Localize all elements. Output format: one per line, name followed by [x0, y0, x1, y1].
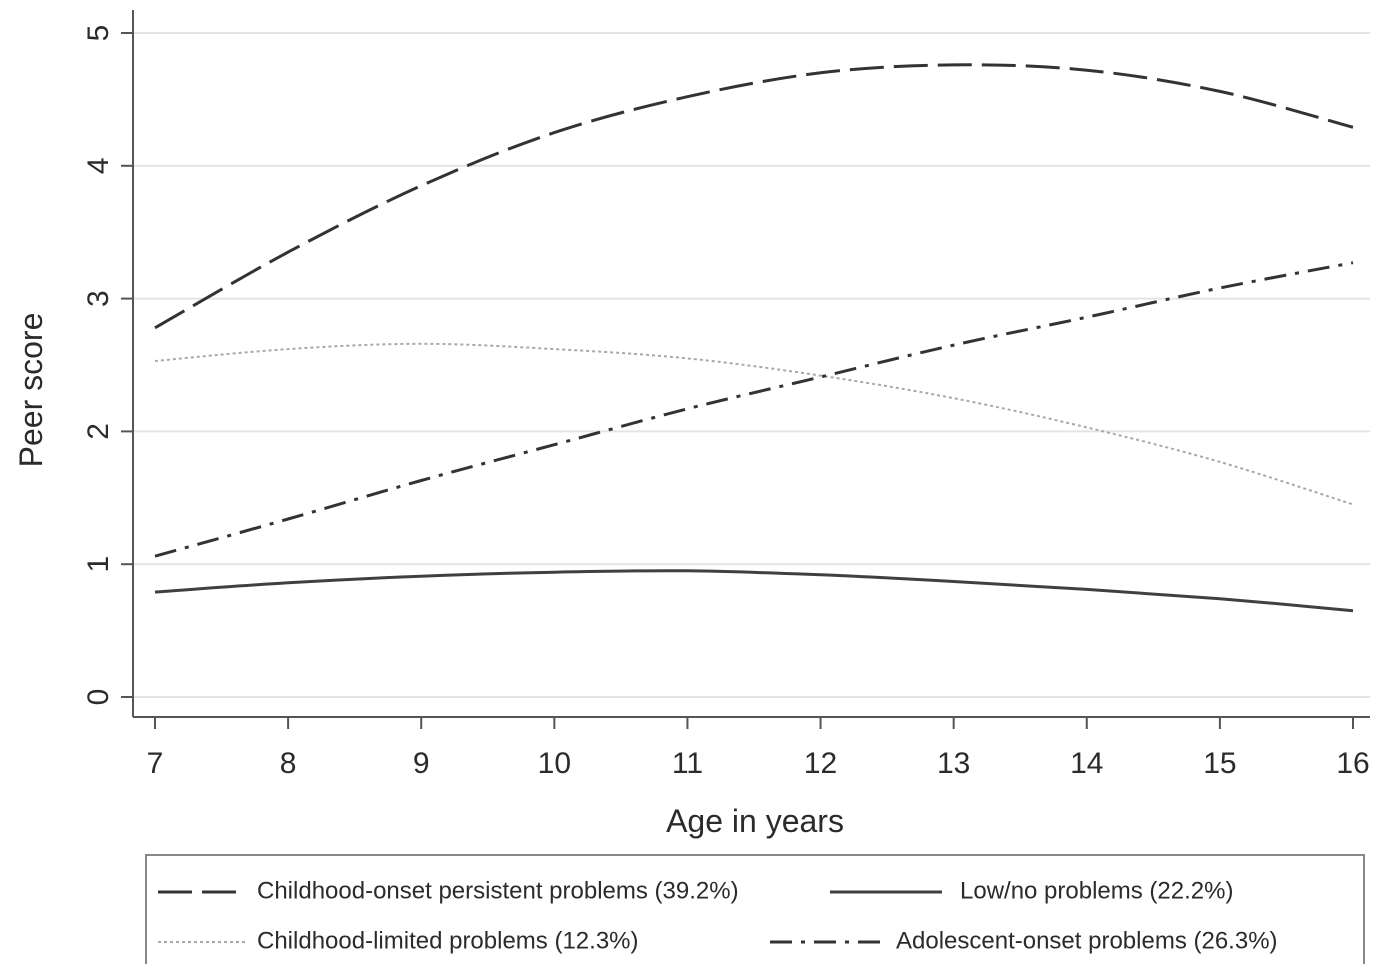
legend-label: Low/no problems (22.2%) [960, 877, 1233, 904]
series-line-childhood-limited [154, 342, 1354, 506]
x-tick-label: 14 [1070, 747, 1103, 780]
x-axis-title: Age in years [666, 803, 844, 839]
gridlines [133, 32, 1370, 698]
series-line-childhood-onset-persistent [154, 63, 1354, 330]
x-tick-label: 16 [1336, 747, 1369, 780]
y-tick-label: 3 [82, 290, 115, 307]
y-axis-title: Peer score [13, 313, 49, 468]
y-tick-label: 4 [82, 157, 115, 174]
y-tick-label: 5 [82, 25, 115, 42]
x-tick-label: 9 [413, 747, 430, 780]
legend-label: Childhood-limited problems (12.3%) [257, 927, 639, 954]
legend-label: Childhood-onset persistent problems (39.… [257, 877, 739, 904]
axes [132, 10, 1370, 718]
x-tick-label: 12 [804, 747, 837, 780]
y-tick-label: 1 [82, 556, 115, 573]
legend: Childhood-onset persistent problems (39.… [145, 854, 1365, 969]
legend-box [145, 854, 1365, 969]
x-tick-label: 7 [147, 747, 164, 780]
x-tick-label: 8 [280, 747, 297, 780]
legend-item-adolescent-onset: Adolescent-onset problems (26.3%) [770, 927, 1278, 954]
x-tick-label: 15 [1203, 747, 1236, 780]
legend-item-low-no-problems: Low/no problems (22.2%) [830, 877, 1233, 904]
x-tick-label: 11 [672, 747, 703, 780]
y-tick-label: 0 [82, 689, 115, 706]
x-tick-label: 13 [937, 747, 970, 780]
x-tick-label: 10 [538, 747, 571, 780]
series-line-adolescent-onset [154, 261, 1354, 558]
series-lines [154, 63, 1354, 613]
legend-label: Adolescent-onset problems (26.3%) [896, 927, 1278, 954]
legend-item-childhood-limited: Childhood-limited problems (12.3%) [158, 927, 639, 954]
series-line-low-no-problems [154, 569, 1354, 613]
legend-item-childhood-onset-persistent: Childhood-onset persistent problems (39.… [158, 877, 739, 904]
y-tick-label: 2 [82, 423, 115, 440]
